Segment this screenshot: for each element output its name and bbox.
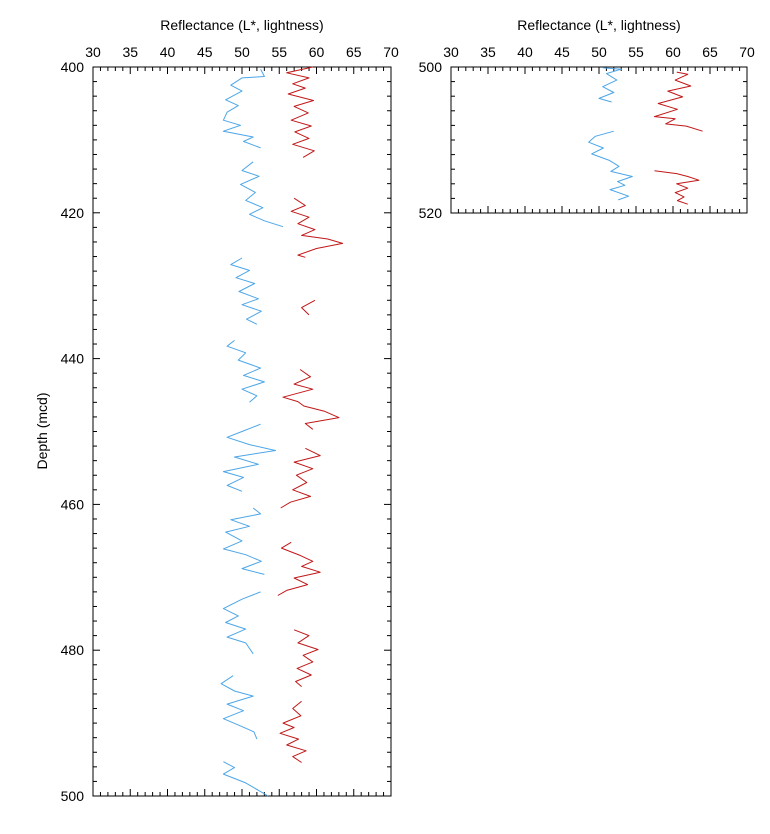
series-blue-line — [230, 257, 262, 325]
x-tick-label: 50 — [234, 44, 250, 60]
x-tick-label: 35 — [122, 44, 138, 60]
y-tick-label: 420 — [61, 205, 85, 221]
series-blue-line — [598, 67, 622, 103]
series-blue-line — [222, 68, 265, 149]
series-blue-line — [220, 675, 258, 740]
series-red-line — [286, 66, 315, 158]
x-tick-label: 70 — [739, 44, 755, 60]
y-tick-label: 520 — [419, 205, 443, 221]
series-group — [220, 66, 344, 797]
series-red-line — [280, 447, 321, 509]
y-axis-title: Depth (mcd) — [34, 392, 50, 469]
series-red-line — [293, 629, 319, 687]
x-tick-label: 50 — [591, 44, 607, 60]
x-tick-label: 45 — [554, 44, 570, 60]
x-axis-title: Reflectance (L*, lightness) — [517, 17, 680, 33]
x-tick-label: 55 — [271, 44, 287, 60]
series-red-line — [654, 71, 703, 132]
x-tick-label: 65 — [346, 44, 362, 60]
series-blue-line — [222, 761, 269, 797]
x-tick-label: 40 — [160, 44, 176, 60]
chart-panel-right: Reflectance (L*, lightness) 30 35 40 45 50 55… — [419, 17, 755, 221]
axis-tick-labels: 30 35 40 45 50 55 60 65 70 400 420 440 460 480 500 — [61, 44, 399, 804]
plot-frame — [450, 66, 748, 214]
y-tick-label: 480 — [61, 642, 85, 658]
x-tick-label: 45 — [197, 44, 213, 60]
x-tick-label: 35 — [480, 44, 496, 60]
y-tick-label: 400 — [61, 59, 85, 75]
x-tick-label: 30 — [443, 44, 459, 60]
x-tick-label: 70 — [383, 44, 399, 60]
axis-ticks — [92, 66, 392, 797]
series-blue-line — [240, 161, 284, 228]
x-tick-label: 40 — [517, 44, 533, 60]
x-tick-label: 60 — [309, 44, 325, 60]
series-blue-line — [222, 423, 276, 492]
x-tick-label: 30 — [85, 44, 101, 60]
axis-tick-labels: 30 35 40 45 50 55 60 65 70 500 520 — [419, 44, 755, 221]
series-red-line — [290, 197, 344, 258]
y-tick-label: 460 — [61, 496, 85, 512]
series-group — [588, 67, 703, 205]
y-tick-label: 500 — [419, 59, 443, 75]
series-blue-line — [222, 591, 261, 655]
series-red-line — [654, 170, 700, 205]
series-blue-line — [226, 340, 265, 403]
series-red-line — [279, 700, 307, 763]
x-tick-label: 65 — [702, 44, 718, 60]
chart-panel-left: Reflectance (L*, lightness) Depth (mcd) … — [34, 17, 399, 804]
series-red-line — [282, 369, 340, 430]
series-red-line — [301, 299, 316, 316]
axis-ticks — [450, 66, 748, 214]
x-tick-label: 60 — [665, 44, 681, 60]
series-blue-line — [222, 507, 265, 575]
series-blue-line — [588, 130, 633, 201]
x-tick-label: 55 — [628, 44, 644, 60]
series-red-line — [277, 541, 321, 596]
y-tick-label: 440 — [61, 351, 85, 367]
x-axis-title: Reflectance (L*, lightness) — [160, 17, 323, 33]
y-tick-label: 500 — [61, 788, 85, 804]
